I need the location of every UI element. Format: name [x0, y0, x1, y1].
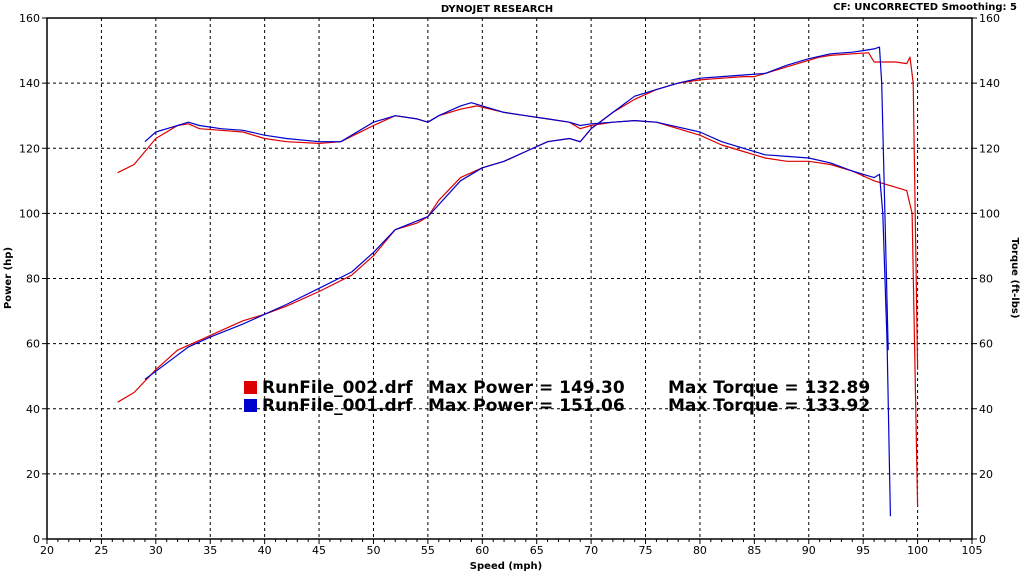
x-tick-label: 60 — [475, 544, 489, 557]
y-tick-label: 160 — [19, 12, 40, 25]
y2-tick-label: 0 — [979, 533, 986, 546]
series-line — [144, 102, 891, 517]
x-tick-label: 40 — [258, 544, 272, 557]
y2-tick-label: 160 — [979, 12, 1000, 25]
chart-title: DYNOJET RESEARCH — [441, 4, 553, 15]
y-tick-label: 60 — [26, 338, 40, 351]
legend: RunFile_002.drf Max Power = 149.30 Max Tor… — [244, 378, 870, 416]
legend-max-power: Max Power = 151.06 — [428, 396, 625, 416]
y2-tick-label: 100 — [979, 207, 1000, 220]
legend-swatch — [244, 399, 257, 412]
y-tick-label: 100 — [19, 207, 40, 220]
x-tick-label: 50 — [366, 544, 380, 557]
y2-tick-label: 40 — [979, 403, 993, 416]
legend-file: RunFile_001.drf — [262, 396, 413, 416]
x-tick-label: 85 — [747, 544, 761, 557]
x-tick-label: 90 — [802, 544, 816, 557]
y2-tick-label: 80 — [979, 273, 993, 286]
y2-tick-label: 140 — [979, 77, 1000, 90]
x-tick-label: 25 — [94, 544, 108, 557]
y-tick-label: 0 — [33, 533, 40, 546]
grid-layer — [47, 18, 972, 539]
x-tick-label: 30 — [149, 544, 163, 557]
x-tick-label: 35 — [203, 544, 217, 557]
legend-swatch — [244, 381, 257, 394]
x-tick-label: 55 — [421, 544, 435, 557]
legend-max-torque: Max Torque = 132.89 — [668, 378, 870, 398]
series-layer — [117, 46, 919, 517]
x-tick-label: 80 — [693, 544, 707, 557]
x-axis-label: Speed (mph) — [470, 561, 542, 571]
y-tick-label: 120 — [19, 142, 40, 155]
x-tick-label: 65 — [530, 544, 544, 557]
y2-tick-label: 20 — [979, 468, 993, 481]
series-line — [144, 46, 889, 380]
x-tick-label: 20 — [40, 544, 54, 557]
x-tick-label: 70 — [584, 544, 598, 557]
chart-header-right: CF: UNCORRECTED Smoothing: 5 — [833, 2, 1017, 13]
legend-file: RunFile_002.drf — [262, 378, 413, 398]
x-tick-label: 45 — [312, 544, 326, 557]
legend-max-torque: Max Torque = 133.92 — [668, 396, 870, 416]
legend-max-power: Max Power = 149.30 — [428, 378, 625, 398]
y2-axis-label: Torque (ft-lbs) — [1009, 238, 1020, 319]
x-tick-label: 95 — [856, 544, 870, 557]
y2-tick-label: 120 — [979, 142, 1000, 155]
x-tick-label: 75 — [639, 544, 653, 557]
y-tick-label: 80 — [26, 273, 40, 286]
y-axis-label: Power (hp) — [3, 247, 14, 309]
y-tick-label: 40 — [26, 403, 40, 416]
y-tick-label: 140 — [19, 77, 40, 90]
x-tick-label: 100 — [907, 544, 928, 557]
y-tick-label: 20 — [26, 468, 40, 481]
x-tick-label: 105 — [962, 544, 983, 557]
y2-tick-label: 60 — [979, 338, 993, 351]
